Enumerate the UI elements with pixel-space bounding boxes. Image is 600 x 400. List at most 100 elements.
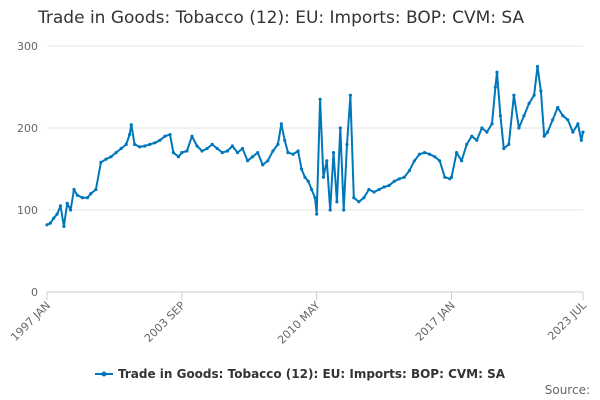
data-point-0-54 (286, 151, 290, 155)
data-point-0-116 (551, 118, 555, 122)
legend-marker-swatch (101, 371, 107, 377)
data-point-0-42 (230, 144, 234, 148)
data-point-0-105 (502, 146, 506, 151)
data-point-0-88 (428, 152, 432, 156)
data-point-0-15 (104, 157, 108, 161)
data-point-0-49 (266, 159, 270, 163)
data-point-0-47 (256, 151, 260, 155)
series-layer (45, 64, 585, 228)
data-point-0-52 (279, 122, 283, 126)
data-point-0-97 (470, 134, 474, 138)
data-point-0-115 (546, 130, 550, 134)
data-point-0-104 (498, 114, 502, 118)
x-tick-label-4: 2023 JUL (545, 298, 589, 342)
data-point-0-55 (291, 152, 295, 156)
data-point-0-68 (335, 200, 339, 204)
data-point-0-5 (62, 224, 66, 228)
data-point-0-12 (89, 192, 93, 196)
data-point-0-48 (261, 163, 265, 167)
data-point-0-62 (315, 212, 319, 216)
data-point-0-24 (143, 144, 147, 148)
data-point-0-30 (171, 151, 175, 155)
data-point-0-72 (348, 93, 352, 97)
data-point-0-119 (566, 118, 570, 122)
data-point-0-56 (296, 149, 300, 153)
data-point-0-45 (246, 159, 250, 163)
data-point-0-8 (72, 187, 76, 192)
data-point-0-63 (318, 97, 322, 101)
data-point-0-7 (69, 208, 73, 212)
data-point-0-27 (158, 138, 162, 142)
data-point-0-101 (490, 122, 494, 126)
data-point-0-108 (517, 126, 521, 130)
data-point-0-28 (163, 134, 167, 138)
data-point-0-83 (402, 175, 406, 179)
legend[interactable]: Trade in Goods: Tobacco (12): EU: Import… (94, 367, 506, 381)
data-point-0-81 (392, 179, 396, 183)
data-point-0-13 (94, 187, 98, 192)
data-point-0-73 (352, 196, 356, 200)
data-point-0-67 (331, 151, 336, 155)
data-point-0-1 (48, 221, 53, 225)
data-point-0-29 (168, 133, 172, 137)
data-point-0-85 (412, 159, 416, 163)
data-point-0-117 (556, 105, 560, 110)
data-point-0-32 (180, 151, 184, 155)
data-point-0-70 (342, 208, 346, 212)
data-point-0-19 (124, 142, 128, 146)
data-point-0-77 (372, 190, 376, 194)
data-point-0-23 (138, 145, 142, 149)
data-point-0-107 (512, 93, 516, 97)
x-tick-label-3: 2017 JAN (413, 299, 458, 344)
data-point-0-61 (313, 196, 317, 200)
x-axis-ticks: 1997 JAN 2003 SEP 2010 MAY 2017 JAN 2023 JUL (8, 292, 590, 347)
y-tick-label-2: 200 (17, 122, 38, 135)
data-point-0-11 (85, 196, 90, 200)
data-point-0-66 (328, 208, 332, 212)
data-point-0-121 (576, 122, 580, 126)
y-axis-ticks: 0 100 200 300 (17, 40, 38, 299)
data-point-0-86 (417, 152, 422, 156)
data-point-0-102 (493, 85, 497, 89)
data-point-0-33 (185, 149, 189, 153)
data-point-0-14 (99, 160, 103, 164)
y-tick-label-3: 300 (17, 40, 38, 53)
data-point-0-18 (119, 146, 123, 151)
y-tick-label-0: 0 (31, 286, 38, 299)
data-point-0-6 (65, 201, 69, 205)
data-point-0-50 (271, 149, 275, 153)
data-point-0-36 (200, 149, 204, 153)
data-point-0-114 (542, 134, 546, 138)
data-point-0-4 (58, 204, 63, 208)
data-point-0-99 (480, 126, 484, 130)
data-point-0-98 (475, 138, 479, 142)
data-point-0-0 (45, 223, 49, 227)
data-point-0-76 (367, 187, 371, 192)
data-point-0-79 (382, 185, 386, 189)
data-point-0-110 (527, 101, 531, 105)
data-point-0-84 (407, 169, 411, 173)
data-point-0-112 (535, 64, 540, 69)
chart-title: Trade in Goods: Tobacco (12): EU: Import… (38, 8, 525, 28)
data-point-0-78 (377, 187, 381, 192)
data-point-0-31 (176, 155, 181, 159)
x-tick-label-0: 1997 JAN (8, 299, 53, 344)
data-point-0-35 (195, 144, 199, 148)
gridlines (47, 45, 583, 211)
data-point-0-2 (52, 216, 56, 220)
data-point-0-111 (532, 93, 536, 97)
data-point-0-106 (507, 142, 511, 146)
data-point-0-96 (465, 142, 469, 146)
data-point-0-53 (283, 138, 287, 142)
data-point-0-109 (522, 114, 526, 118)
data-point-0-120 (571, 130, 575, 134)
data-point-0-103 (495, 70, 499, 74)
data-point-0-122 (579, 138, 583, 142)
data-point-0-21 (129, 123, 133, 127)
data-point-0-41 (225, 149, 229, 153)
x-tick-label-2: 2010 MAY (275, 299, 323, 347)
data-point-0-90 (438, 159, 442, 163)
data-point-0-82 (397, 177, 401, 181)
data-point-0-44 (240, 146, 245, 151)
